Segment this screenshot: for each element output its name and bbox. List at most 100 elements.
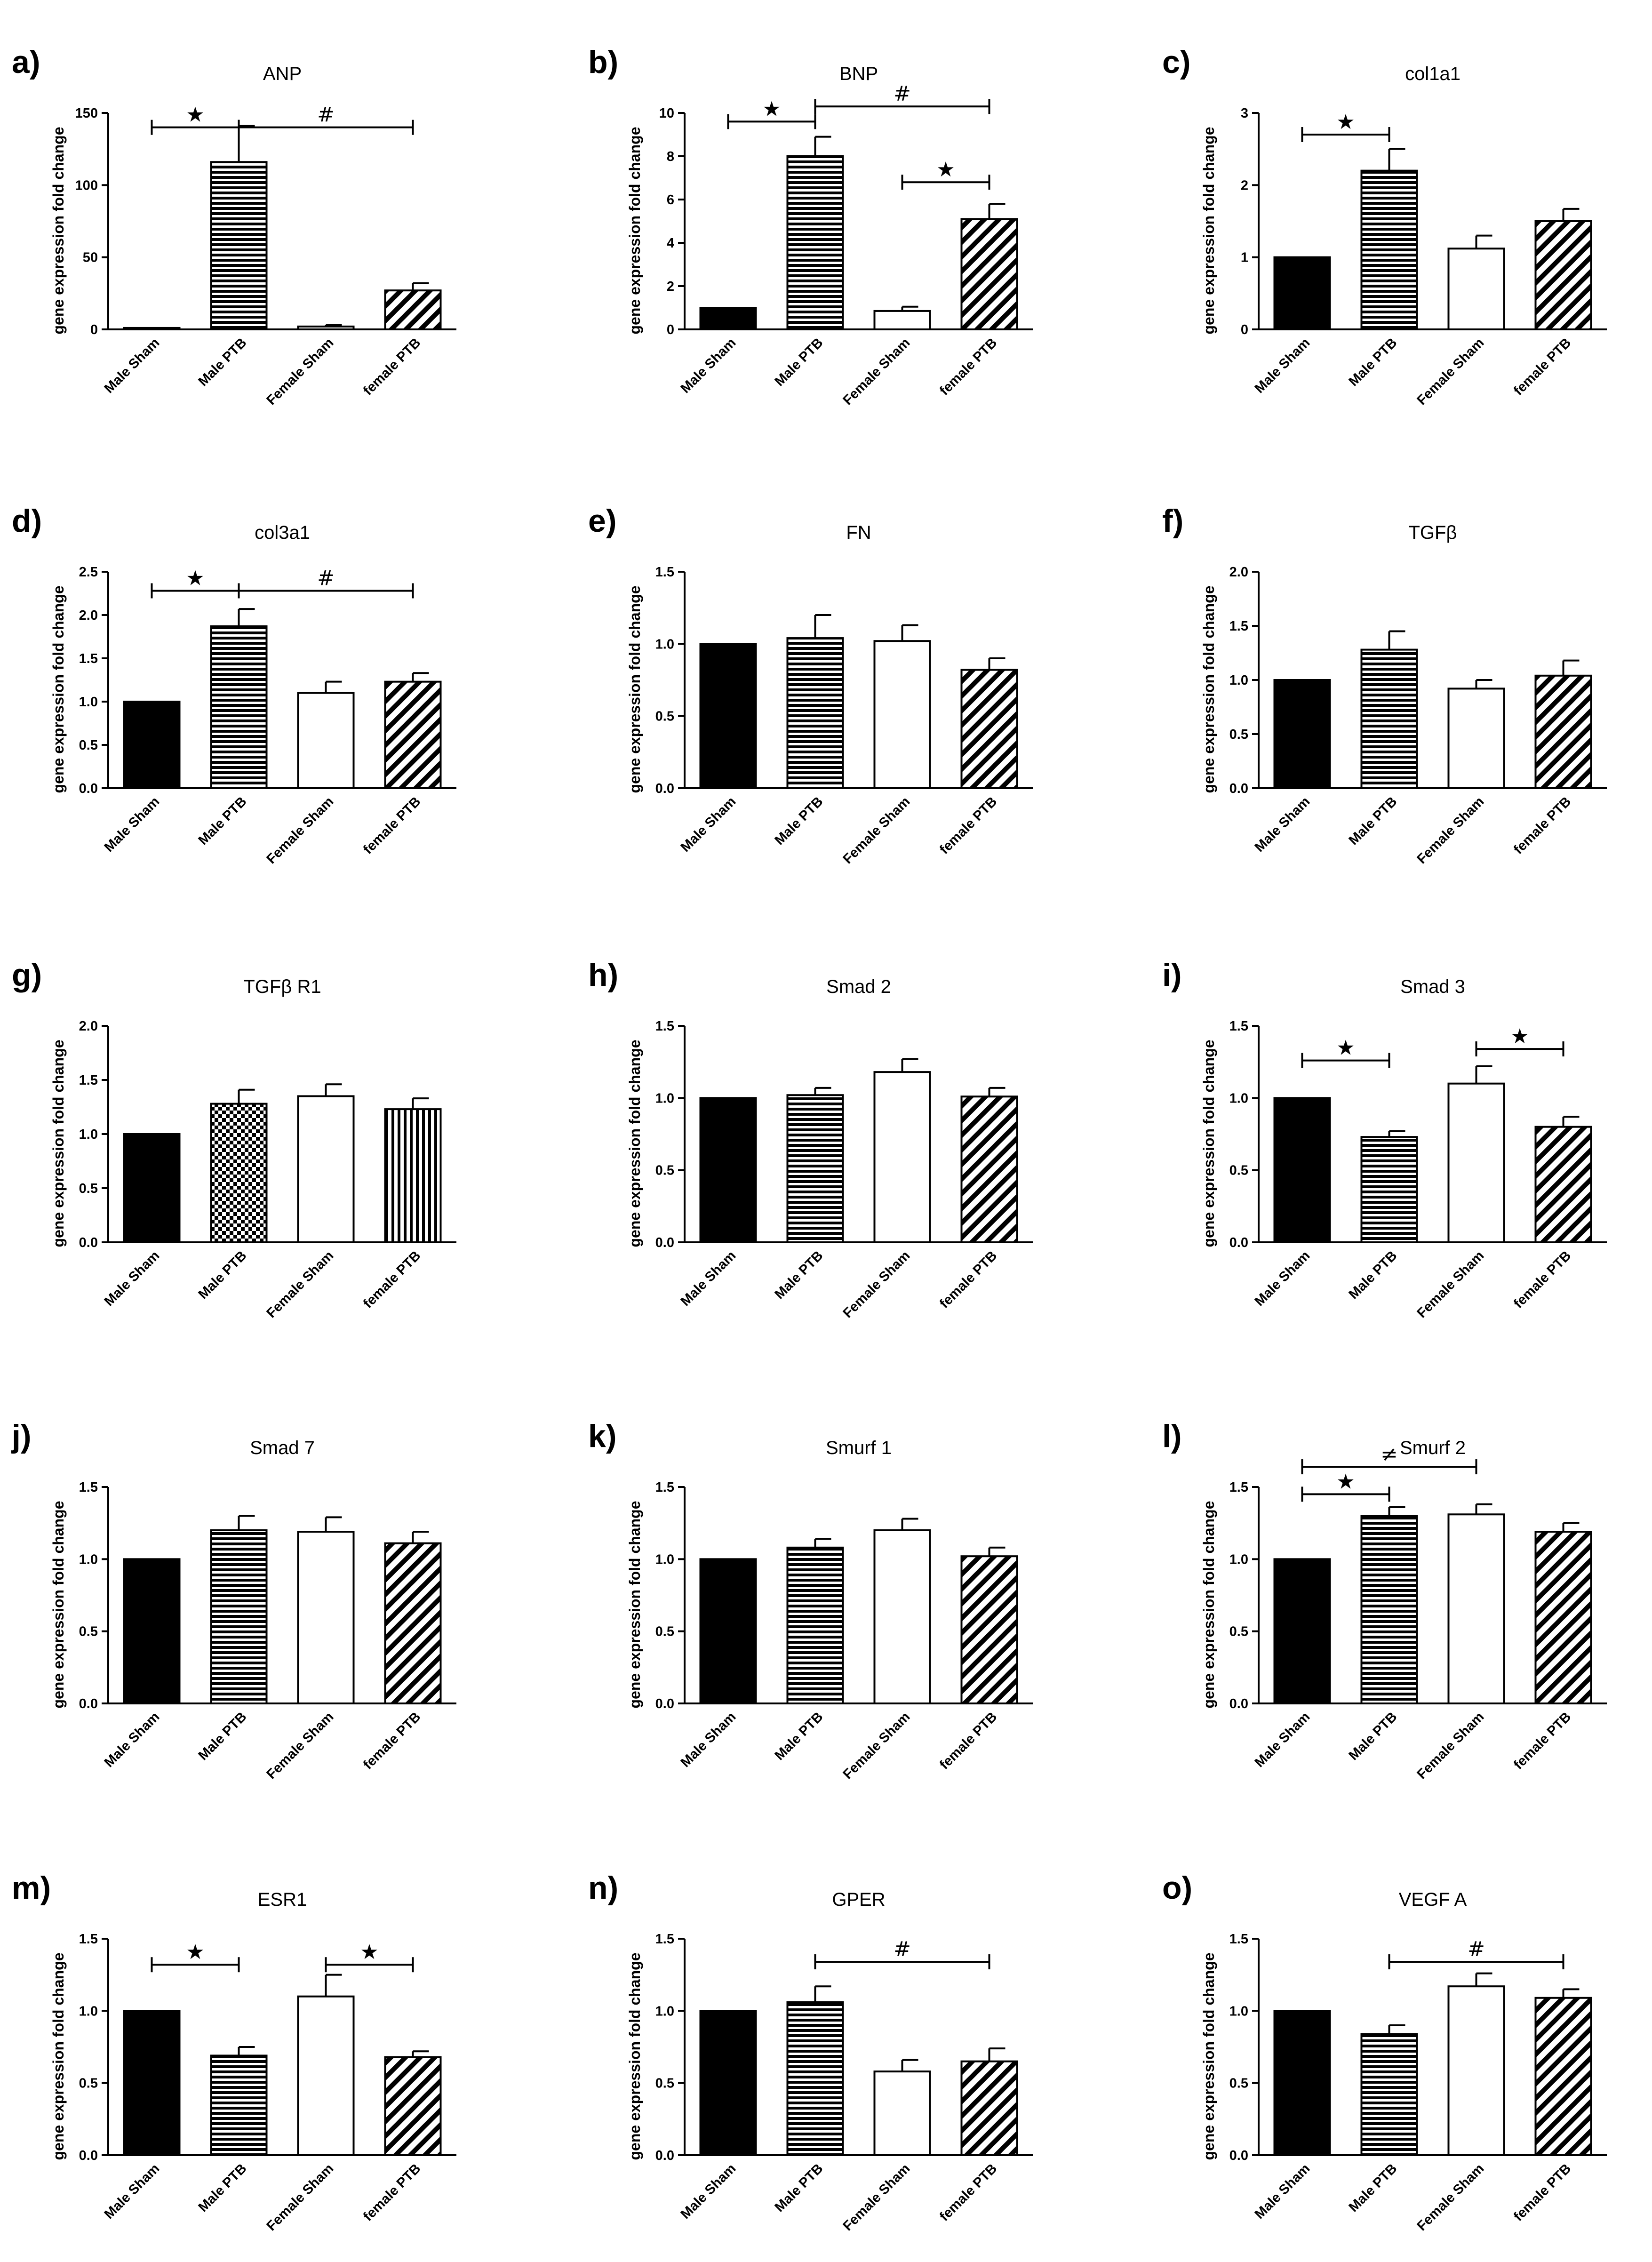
x-tick-label: Female Sham bbox=[840, 1709, 913, 1782]
chart-panel-f: f) TGFβ gene expression fold change 0.0 0.5 1… bbox=[1162, 503, 1607, 867]
y-tick-label: 0.5 bbox=[1229, 727, 1248, 742]
y-tick-label: 1.0 bbox=[1229, 1552, 1248, 1567]
bar-female-ptb bbox=[384, 680, 442, 790]
significance-symbol: ★ bbox=[1336, 1036, 1355, 1060]
chart-panel-d: d) col3a1 gene expression fold change 0.0 0.… bbox=[12, 503, 456, 867]
x-tick-label: Female Sham bbox=[840, 1248, 913, 1321]
x-tick-label: Male PTB bbox=[196, 335, 250, 389]
y-tick-label: 2.0 bbox=[79, 608, 98, 623]
bar-female-sham bbox=[1447, 1082, 1505, 1244]
significance-bracket: ★ bbox=[727, 97, 816, 129]
bar-female-sham bbox=[873, 640, 931, 789]
bar-female-ptb bbox=[1534, 674, 1592, 790]
x-tick-label: Male PTB bbox=[772, 2161, 826, 2215]
panel-label: l) bbox=[1162, 1418, 1182, 1454]
x-tick-label: female PTB bbox=[937, 1248, 1000, 1311]
y-tick-label: 1.5 bbox=[79, 1073, 98, 1088]
x-tick-label: Male PTB bbox=[772, 1709, 826, 1763]
significance-bracket: ≠ bbox=[1301, 1442, 1477, 1475]
panel-label: o) bbox=[1162, 1870, 1192, 1906]
bar-female-sham bbox=[873, 2070, 931, 2156]
bar-female-ptb bbox=[1534, 1126, 1592, 1244]
significance-symbol: # bbox=[317, 566, 335, 590]
y-tick-label: 0.0 bbox=[655, 781, 674, 796]
y-tick-label: 1.5 bbox=[1229, 1932, 1248, 1947]
x-tick-label: Male PTB bbox=[1346, 794, 1400, 848]
y-axis-label: gene expression fold change bbox=[626, 586, 643, 793]
x-tick-label: Male Sham bbox=[102, 335, 163, 396]
panel-label: n) bbox=[588, 1870, 618, 1906]
bar-male-ptb bbox=[210, 625, 268, 790]
bar-male-ptb bbox=[786, 155, 844, 330]
chart-title: Smad 3 bbox=[1400, 976, 1465, 997]
x-tick-label: Female Sham bbox=[840, 335, 913, 408]
bar-male-sham bbox=[699, 1558, 757, 1704]
bar-female-sham bbox=[873, 310, 931, 331]
significance-symbol: ≠ bbox=[1381, 1442, 1398, 1466]
panel-label: i) bbox=[1162, 957, 1182, 993]
x-tick-label: female PTB bbox=[360, 794, 423, 857]
bar-female-sham bbox=[873, 1529, 931, 1704]
chart-title: col1a1 bbox=[1405, 64, 1460, 84]
y-axis-label: gene expression fold change bbox=[50, 1953, 67, 2160]
significance-symbol: ★ bbox=[186, 566, 204, 590]
chart-panel-j: j) Smad 7 gene expression fold change 0.0 0.… bbox=[11, 1418, 456, 1782]
y-tick-label: 0 bbox=[1241, 322, 1248, 337]
chart-title: TGFβ R1 bbox=[243, 976, 321, 997]
x-tick-label: Male Sham bbox=[1252, 794, 1313, 855]
y-tick-label: 0.5 bbox=[79, 2076, 98, 2091]
bar-male-sham bbox=[1273, 1558, 1331, 1704]
x-tick-label: Male PTB bbox=[196, 794, 250, 848]
x-tick-label: Male Sham bbox=[678, 794, 739, 855]
bar-male-ptb bbox=[1360, 648, 1418, 789]
significance-bracket: ★ bbox=[1475, 1024, 1564, 1057]
y-tick-label: 3 bbox=[1241, 106, 1248, 121]
y-tick-label: 0.0 bbox=[1229, 1696, 1248, 1711]
x-tick-label: Female Sham bbox=[264, 794, 337, 867]
significance-symbol: ★ bbox=[762, 97, 781, 121]
x-tick-label: Male Sham bbox=[102, 1709, 163, 1770]
x-tick-label: Male PTB bbox=[196, 1709, 250, 1763]
x-tick-label: female PTB bbox=[1511, 794, 1574, 857]
x-tick-label: Female Sham bbox=[264, 335, 337, 408]
bar-female-ptb bbox=[384, 1108, 442, 1244]
bar-female-ptb bbox=[960, 669, 1018, 789]
bar-female-ptb bbox=[384, 1542, 442, 1705]
bar-female-sham bbox=[297, 692, 355, 789]
y-tick-label: 1.5 bbox=[655, 1480, 674, 1495]
x-tick-label: female PTB bbox=[937, 794, 1000, 857]
bar-female-sham bbox=[297, 1995, 355, 2156]
x-tick-label: Female Sham bbox=[264, 1248, 337, 1321]
y-tick-label: 2.5 bbox=[79, 565, 98, 580]
panel-label: k) bbox=[588, 1418, 616, 1454]
chart-panel-h: h) Smad 2 gene expression fold change 0.0 0.… bbox=[588, 957, 1033, 1321]
y-axis-label: gene expression fold change bbox=[626, 1953, 643, 2160]
x-tick-label: Female Sham bbox=[1414, 1248, 1487, 1321]
panel-label: a) bbox=[12, 44, 40, 80]
y-tick-label: 0.5 bbox=[79, 738, 98, 753]
chart-title: col3a1 bbox=[255, 522, 310, 543]
y-axis-label: gene expression fold change bbox=[50, 1040, 67, 1247]
x-tick-label: Male Sham bbox=[1252, 335, 1313, 396]
panel-label: b) bbox=[588, 44, 618, 80]
y-tick-label: 0.5 bbox=[655, 1624, 674, 1639]
x-tick-label: Female Sham bbox=[1414, 335, 1487, 408]
x-tick-label: female PTB bbox=[360, 2161, 423, 2224]
chart-title: ANP bbox=[263, 64, 302, 84]
bar-male-ptb bbox=[210, 1529, 268, 1704]
significance-bracket: ★ bbox=[151, 566, 240, 599]
x-tick-label: female PTB bbox=[1511, 1709, 1574, 1772]
x-tick-label: female PTB bbox=[937, 1709, 1000, 1772]
y-tick-label: 0 bbox=[90, 322, 98, 337]
x-tick-label: Male PTB bbox=[772, 335, 826, 389]
chart-title: TGFβ bbox=[1409, 522, 1457, 543]
significance-symbol: ★ bbox=[1336, 1470, 1355, 1494]
bar-male-sham bbox=[123, 1558, 181, 1704]
panel-label: g) bbox=[12, 957, 42, 993]
y-tick-label: 1.0 bbox=[655, 1552, 674, 1567]
x-tick-label: Male PTB bbox=[1346, 335, 1400, 389]
y-tick-label: 2.0 bbox=[1229, 565, 1248, 580]
x-tick-label: Female Sham bbox=[1414, 794, 1487, 867]
y-tick-label: 0.0 bbox=[79, 1696, 98, 1711]
bar-male-ptb bbox=[786, 637, 844, 789]
